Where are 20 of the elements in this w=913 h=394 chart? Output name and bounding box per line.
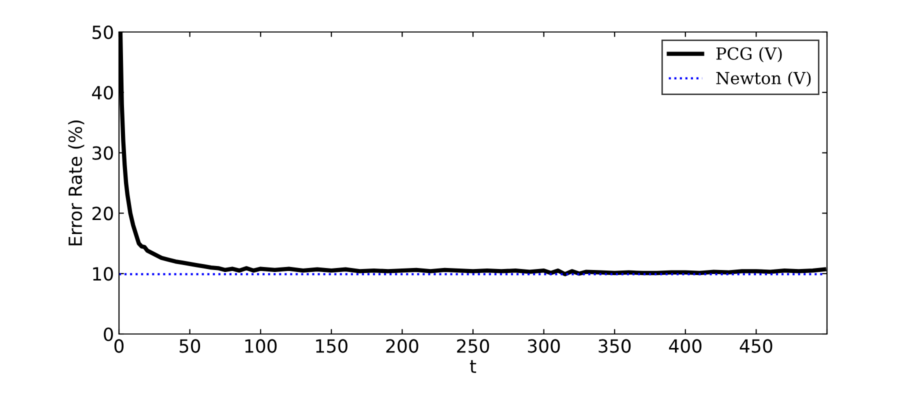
x-axis-title: t [470, 360, 476, 373]
y-tick-label: 30 [92, 146, 113, 160]
y-axis-title: Error Rate (%) [68, 120, 84, 246]
x-tick-label: 200 [386, 339, 418, 353]
y-tick-label: 10 [93, 267, 113, 281]
x-tick-label: 0 [114, 339, 124, 353]
x-tick-label: 300 [528, 339, 560, 353]
y-tick-label: 0 [104, 327, 113, 342]
y-tick-label: 20 [92, 206, 113, 220]
x-tick-label: 150 [316, 339, 348, 353]
x-tick-label: 400 [669, 339, 702, 353]
y-tick-label: 40 [92, 86, 113, 100]
legend-label: PCG (V) [716, 47, 782, 62]
legend-label: Newton (V) [716, 71, 811, 87]
x-tick-label: 450 [740, 339, 772, 353]
x-tick-label: 250 [457, 339, 490, 353]
x-tick-label: 100 [245, 339, 277, 353]
y-tick-label: 50 [92, 25, 113, 40]
x-tick-label: 50 [180, 339, 200, 353]
x-tick-label: 350 [598, 339, 631, 353]
